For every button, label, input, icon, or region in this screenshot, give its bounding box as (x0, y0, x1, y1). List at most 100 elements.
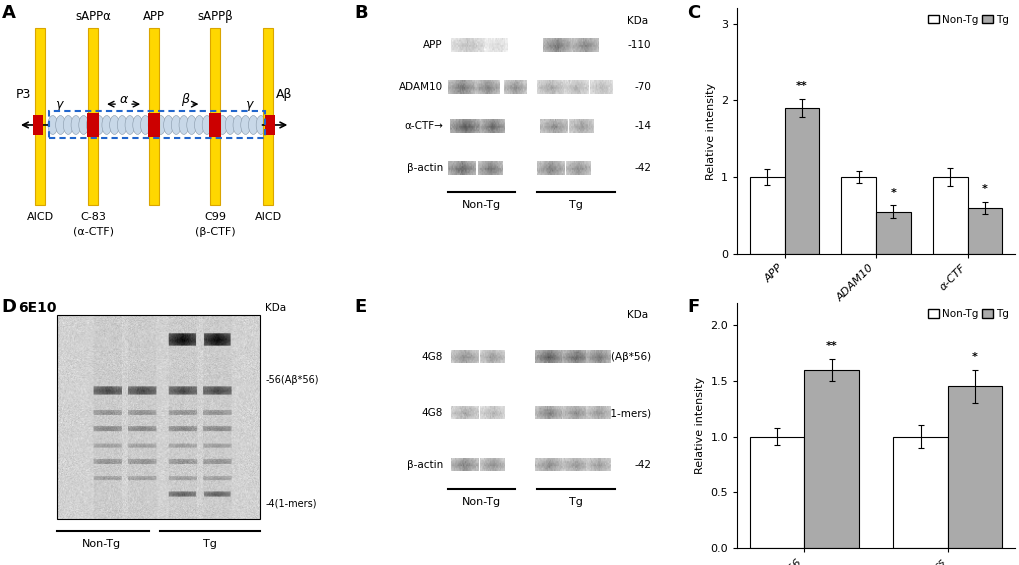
Ellipse shape (225, 115, 234, 134)
Text: Non-Tg: Non-Tg (462, 200, 501, 210)
Ellipse shape (210, 115, 219, 134)
Text: KDa: KDa (265, 303, 286, 312)
Bar (804, 370, 858, 548)
Bar (148, 112, 160, 137)
Text: Tg: Tg (569, 497, 583, 507)
Text: C-83: C-83 (81, 212, 106, 222)
Ellipse shape (249, 115, 258, 134)
Ellipse shape (163, 115, 173, 134)
Ellipse shape (179, 115, 189, 134)
Bar (947, 386, 1002, 548)
Text: sAPPα: sAPPα (75, 10, 111, 23)
Text: 4G8: 4G8 (421, 408, 442, 418)
Text: -4(1-mers): -4(1-mers) (265, 499, 316, 509)
Ellipse shape (156, 115, 165, 134)
Text: KDa: KDa (627, 16, 648, 26)
Bar (265, 115, 275, 135)
Text: α: α (119, 93, 127, 106)
Text: A: A (1, 3, 15, 21)
Bar (749, 177, 784, 254)
Bar (749, 437, 804, 548)
Ellipse shape (217, 115, 227, 134)
Text: 6E10: 6E10 (18, 301, 57, 315)
Bar (967, 208, 1002, 254)
Text: γ: γ (245, 98, 252, 111)
Text: *: * (981, 184, 986, 194)
Text: -42: -42 (634, 163, 650, 173)
Ellipse shape (141, 115, 150, 134)
Text: AICD: AICD (254, 212, 281, 222)
Text: β-actin: β-actin (407, 163, 442, 173)
Bar (87, 112, 99, 137)
Text: APP: APP (423, 40, 442, 50)
Ellipse shape (63, 115, 73, 134)
Text: Aβ: Aβ (276, 88, 292, 101)
Y-axis label: Relative intensity: Relative intensity (705, 82, 714, 180)
Bar (209, 112, 221, 137)
Ellipse shape (109, 115, 119, 134)
Text: -4(1-mers): -4(1-mers) (595, 408, 650, 418)
Text: α-CTF→: α-CTF→ (404, 121, 442, 131)
Bar (34, 115, 43, 135)
Ellipse shape (195, 115, 204, 134)
Text: *: * (890, 188, 896, 198)
Text: Tg: Tg (203, 540, 216, 550)
Text: sAPPβ: sAPPβ (197, 10, 233, 23)
Y-axis label: Relative intensity: Relative intensity (694, 377, 704, 474)
Text: -42: -42 (634, 460, 650, 470)
Text: γ: γ (55, 98, 62, 111)
Ellipse shape (117, 115, 127, 134)
Text: 4G8: 4G8 (421, 352, 442, 362)
Bar (57, 315, 260, 519)
Bar (36, 28, 45, 205)
Text: -70: -70 (634, 82, 650, 92)
Text: APP: APP (143, 10, 165, 23)
Ellipse shape (71, 115, 81, 134)
Bar (210, 28, 220, 205)
Text: β: β (180, 93, 189, 106)
Text: **: ** (825, 341, 837, 351)
Text: -110: -110 (627, 40, 650, 50)
Text: F: F (687, 298, 699, 316)
Ellipse shape (240, 115, 251, 134)
Ellipse shape (132, 115, 143, 134)
Bar (149, 28, 159, 205)
Bar (263, 28, 272, 205)
Text: KDa: KDa (627, 310, 648, 320)
Text: AICD: AICD (26, 212, 54, 222)
Text: (α-CTF): (α-CTF) (72, 227, 113, 237)
Text: (β-CTF): (β-CTF) (195, 227, 235, 237)
Ellipse shape (202, 115, 212, 134)
Bar (784, 108, 818, 254)
Bar (875, 211, 910, 254)
Ellipse shape (48, 115, 58, 134)
Ellipse shape (232, 115, 243, 134)
Bar (841, 177, 875, 254)
Text: -56(Aβ*56): -56(Aβ*56) (265, 375, 318, 385)
Text: Non-Tg: Non-Tg (82, 540, 121, 550)
Text: **: ** (796, 81, 807, 92)
Bar (49, 111, 265, 138)
Text: -56(Aβ*56): -56(Aβ*56) (593, 352, 650, 362)
Ellipse shape (56, 115, 65, 134)
Text: β-actin: β-actin (407, 460, 442, 470)
Text: E: E (354, 298, 366, 316)
Ellipse shape (78, 115, 89, 134)
Text: *: * (971, 352, 977, 362)
Ellipse shape (171, 115, 181, 134)
Text: ADAM10: ADAM10 (398, 82, 442, 92)
Ellipse shape (125, 115, 135, 134)
Legend: Non-Tg, Tg: Non-Tg, Tg (923, 305, 1012, 323)
Legend: Non-Tg, Tg: Non-Tg, Tg (923, 11, 1012, 29)
Text: Non-Tg: Non-Tg (462, 497, 501, 507)
Ellipse shape (102, 115, 111, 134)
Text: B: B (354, 3, 367, 21)
Ellipse shape (148, 115, 158, 134)
Text: Tg: Tg (569, 200, 583, 210)
Bar (893, 437, 947, 548)
Ellipse shape (186, 115, 197, 134)
Text: C99: C99 (204, 212, 226, 222)
Text: D: D (1, 298, 16, 316)
Text: C: C (687, 3, 700, 21)
Text: -14: -14 (634, 121, 650, 131)
